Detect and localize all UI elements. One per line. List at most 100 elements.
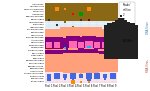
Point [80, 52, 82, 54]
Point [48, 60, 50, 62]
Point [48, 6, 50, 7]
Point [80, 19, 82, 20]
Point [112, 39, 114, 41]
Bar [45, 39, 117, 83]
Point [88, 68, 90, 69]
Point [104, 60, 106, 62]
Point [80, 58, 82, 59]
Point [112, 3, 114, 5]
Point [64, 21, 66, 23]
Point [88, 29, 90, 31]
Point [88, 47, 90, 49]
Point [104, 76, 106, 77]
Point [72, 78, 74, 80]
Point [112, 42, 114, 43]
Point [64, 39, 66, 41]
Point [64, 52, 66, 54]
Point [72, 63, 74, 64]
Point [96, 76, 98, 77]
Point [48, 65, 50, 67]
Point [88, 42, 90, 43]
Point [56, 76, 58, 77]
Point [56, 68, 58, 69]
Point [64, 55, 66, 56]
Point [56, 3, 58, 5]
Point [80, 42, 82, 43]
Point [104, 58, 106, 59]
Point [56, 24, 58, 25]
Point [72, 58, 74, 59]
Point [112, 76, 114, 77]
Point [48, 52, 50, 54]
Point [80, 16, 82, 18]
Point [48, 76, 50, 77]
Point [64, 11, 66, 12]
Point [64, 60, 66, 62]
Point [72, 27, 74, 28]
Point [72, 50, 74, 51]
Text: DNA Virus: DNA Virus [146, 21, 150, 34]
Point [104, 11, 106, 12]
Point [88, 63, 90, 64]
Point [88, 70, 90, 72]
Point [56, 52, 58, 54]
Point [56, 58, 58, 59]
Point [72, 68, 74, 69]
Point [72, 42, 74, 43]
Point [64, 65, 66, 67]
Point [56, 70, 58, 72]
Point [88, 78, 90, 80]
Point [112, 60, 114, 62]
Point [48, 11, 50, 12]
Point [56, 63, 58, 64]
Point [80, 39, 82, 41]
Point [104, 65, 106, 67]
Point [80, 3, 82, 5]
Point [104, 45, 106, 46]
Point [64, 63, 66, 64]
Point [72, 81, 74, 82]
Legend: 2, 21, 64, 512, 4,096, 65,536+: 2, 21, 64, 512, 4,096, 65,536+ [119, 2, 135, 44]
Point [72, 39, 74, 41]
Point [56, 8, 58, 10]
Point [80, 68, 82, 69]
Point [96, 55, 98, 56]
Point [56, 50, 58, 51]
Point [88, 45, 90, 46]
Point [88, 52, 90, 54]
Point [88, 65, 90, 67]
Point [64, 78, 66, 80]
Point [64, 47, 66, 49]
Point [80, 81, 82, 82]
Point [96, 60, 98, 62]
Point [96, 68, 98, 69]
Point [56, 39, 58, 41]
Point [48, 3, 50, 5]
Point [64, 3, 66, 5]
Point [80, 65, 82, 67]
Point [104, 3, 106, 5]
Point [112, 6, 114, 7]
Point [80, 55, 82, 56]
Point [112, 68, 114, 69]
Point [64, 58, 66, 59]
Point [96, 63, 98, 64]
Point [112, 52, 114, 54]
Point [48, 68, 50, 69]
Point [96, 3, 98, 5]
Point [80, 45, 82, 46]
Point [48, 45, 50, 46]
Point [48, 55, 50, 56]
Point [104, 42, 106, 43]
Point [104, 63, 106, 64]
Point [104, 52, 106, 54]
Point [88, 58, 90, 59]
Point [56, 60, 58, 62]
Point [96, 58, 98, 59]
Point [88, 6, 90, 7]
Point [64, 76, 66, 77]
Point [56, 42, 58, 43]
Text: RNA Virus: RNA Virus [146, 59, 150, 72]
Point [80, 60, 82, 62]
Point [88, 11, 90, 12]
